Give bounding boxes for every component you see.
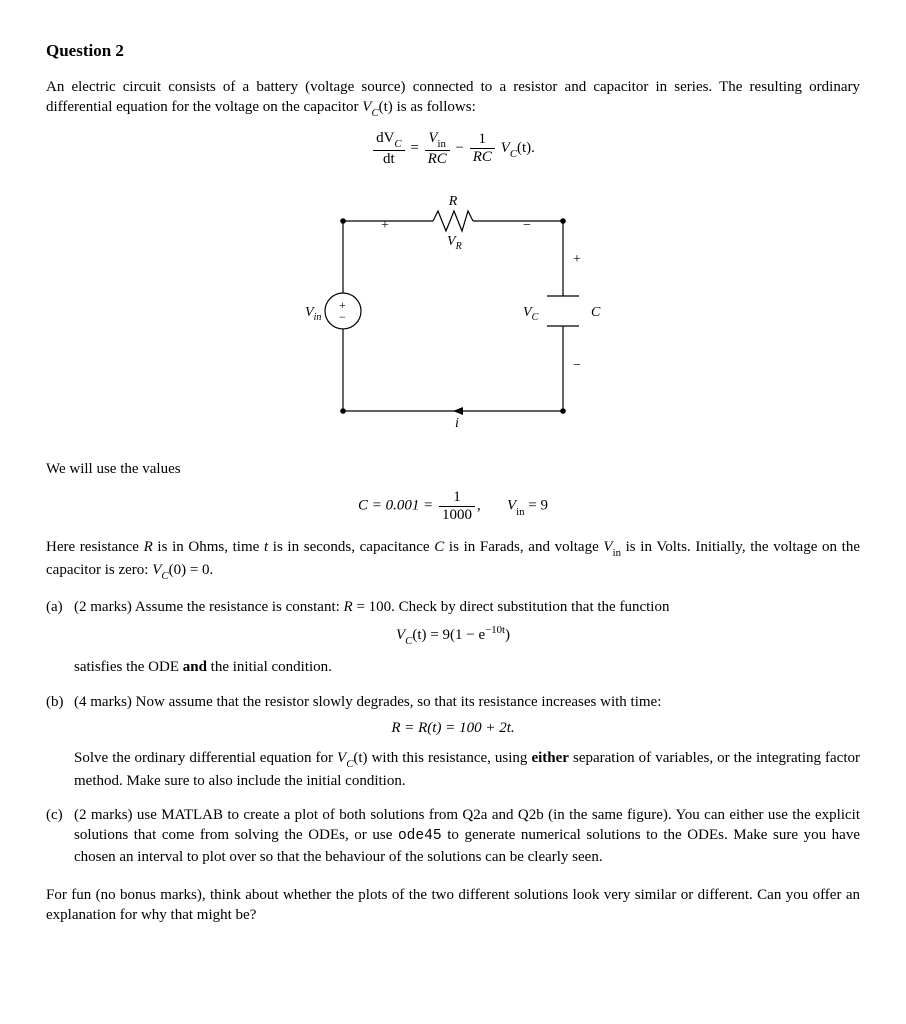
units-c: C bbox=[434, 539, 444, 555]
part-b-body: (4 marks) Now assume that the resistor s… bbox=[74, 692, 860, 712]
svg-text:Vin: Vin bbox=[305, 305, 321, 323]
part-c-ode45: ode45 bbox=[398, 828, 442, 844]
part-a-r: R bbox=[344, 599, 353, 615]
for-fun-paragraph: For fun (no bonus marks), think about wh… bbox=[46, 885, 860, 926]
ode-rhs1-den: RC bbox=[425, 151, 450, 168]
units-2: is in Ohms, time bbox=[153, 539, 264, 555]
values-vin-rhs: = 9 bbox=[525, 498, 548, 514]
ode-equals: = bbox=[410, 140, 422, 156]
values-c-den: 1000 bbox=[439, 507, 475, 524]
svg-text:VC: VC bbox=[523, 305, 539, 323]
part-b-rt-eq: R = R(t) = 100 + 2t. bbox=[391, 720, 514, 736]
units-vc0-sub: C bbox=[161, 570, 168, 582]
ode-rhs2-v-sub: C bbox=[510, 148, 517, 160]
ode-lhs-num: dV bbox=[376, 130, 394, 146]
part-b-tail: Solve the ordinary differential equation… bbox=[74, 748, 860, 791]
values-c-num: 1 bbox=[439, 489, 475, 507]
intro-vc-sub: C bbox=[371, 107, 378, 119]
values-c-tail: , bbox=[477, 498, 481, 514]
part-c-body: (2 marks) use MATLAB to create a plot of… bbox=[74, 805, 860, 867]
part-b-vc: V bbox=[337, 750, 346, 766]
ode-rhs2-v: V bbox=[501, 140, 510, 156]
part-a-sol-sub: C bbox=[405, 635, 412, 647]
circuit-cap-minus: − bbox=[573, 358, 581, 373]
units-4: is in Farads, and voltage bbox=[444, 539, 603, 555]
ode-equation: dVC dt = Vin RC − 1 RC VC(t). bbox=[46, 130, 860, 167]
part-b-vc-sub: C bbox=[346, 758, 353, 770]
values-c-lhs: C = 0.001 = bbox=[358, 498, 433, 514]
circuit-top-plus: + bbox=[381, 218, 389, 233]
part-a-sol-tail: ) bbox=[505, 627, 510, 643]
ode-rhs1-num: V bbox=[428, 130, 437, 146]
svg-text:VR: VR bbox=[447, 234, 462, 252]
part-a-sol-eq: (t) = 9(1 − e bbox=[412, 627, 485, 643]
units-vc0: V bbox=[152, 562, 161, 578]
circuit-cap-plus: + bbox=[573, 252, 581, 267]
intro-tail: is as follows: bbox=[393, 99, 476, 115]
circuit-diagram: R VR + − + − Vin + − VC C i bbox=[283, 181, 623, 441]
part-c: (c) (2 marks) use MATLAB to create a plo… bbox=[46, 805, 860, 867]
circuit-vr-sub: R bbox=[455, 241, 462, 252]
values-equation: C = 0.001 = 1 1000 , Vin = 9 bbox=[46, 489, 860, 523]
units-vc0-arg: (0) = 0. bbox=[169, 562, 214, 578]
circuit-vin-sub: in bbox=[314, 312, 322, 323]
part-a-sol-exp: −10t bbox=[485, 624, 505, 636]
part-a-text1: (2 marks) Assume the resistance is const… bbox=[74, 599, 344, 615]
units-1: Here resistance bbox=[46, 539, 144, 555]
part-b-text2a: Solve the ordinary differential equation… bbox=[74, 750, 337, 766]
ode-rhs2-frac: 1 RC bbox=[470, 131, 495, 165]
ode-rhs2-num: 1 bbox=[470, 131, 495, 149]
circuit-r-label: R bbox=[448, 194, 458, 209]
intro-paragraph: An electric circuit consists of a batter… bbox=[46, 77, 860, 120]
part-a-tail-2: the initial condition. bbox=[207, 659, 332, 675]
part-a-tail-bold: and bbox=[183, 659, 207, 675]
part-a-tail-1: satisfies the ODE bbox=[74, 659, 183, 675]
ode-rhs1-frac: Vin RC bbox=[425, 130, 450, 167]
part-a: (a) (2 marks) Assume the resistance is c… bbox=[46, 597, 860, 617]
circuit-src-minus: − bbox=[339, 310, 346, 324]
part-b-either: either bbox=[531, 750, 568, 766]
part-a-body: (2 marks) Assume the resistance is const… bbox=[74, 597, 860, 617]
values-c-frac: 1 1000 bbox=[439, 489, 475, 523]
ode-rhs1-num-sub: in bbox=[438, 138, 446, 150]
circuit-top-minus: − bbox=[523, 218, 531, 233]
values-vin-lhs: V bbox=[507, 498, 516, 514]
part-a-label: (a) bbox=[46, 597, 74, 617]
circuit-c-label: C bbox=[591, 305, 601, 320]
circuit-vc-sub: C bbox=[532, 312, 539, 323]
units-r: R bbox=[144, 539, 153, 555]
units-3: is in seconds, capacitance bbox=[268, 539, 434, 555]
ode-rhs2-arg: (t). bbox=[517, 140, 535, 156]
intro-vc-arg: (t) bbox=[379, 99, 393, 115]
ode-lhs-frac: dVC dt bbox=[373, 130, 405, 167]
part-a-solution: VC(t) = 9(1 − e−10t) bbox=[46, 623, 860, 648]
circuit-i-label: i bbox=[455, 416, 459, 431]
part-c-label: (c) bbox=[46, 805, 74, 867]
ode-lhs-num-sub: C bbox=[394, 138, 401, 150]
ode-minus: − bbox=[456, 140, 468, 156]
part-a-tail: satisfies the ODE and the initial condit… bbox=[74, 657, 860, 677]
values-intro: We will use the values bbox=[46, 459, 860, 479]
part-b-rt: R = R(t) = 100 + 2t. bbox=[46, 718, 860, 738]
units-vin-sub: in bbox=[613, 547, 621, 559]
units-vin: V bbox=[603, 539, 612, 555]
part-a-r-rhs: = 100. Check by direct substitution that… bbox=[353, 599, 670, 615]
units-line: Here resistance R is in Ohms, time t is … bbox=[46, 537, 860, 582]
question-heading: Question 2 bbox=[46, 40, 860, 63]
part-b-text2b: with this resistance, using bbox=[368, 750, 532, 766]
part-b-label: (b) bbox=[46, 692, 74, 712]
ode-rhs2-den: RC bbox=[470, 149, 495, 166]
part-a-sol-v: V bbox=[396, 627, 405, 643]
part-b-vc-arg: (t) bbox=[353, 750, 367, 766]
values-vin-sub: in bbox=[516, 506, 524, 518]
ode-lhs-den: dt bbox=[373, 151, 405, 168]
part-b: (b) (4 marks) Now assume that the resist… bbox=[46, 692, 860, 712]
